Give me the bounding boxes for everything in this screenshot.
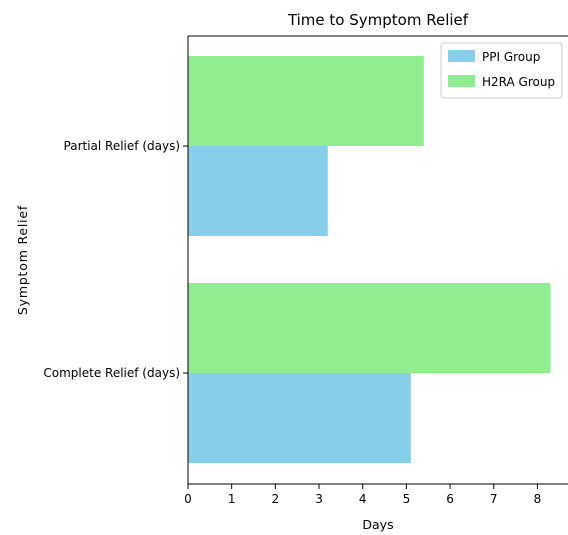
legend-label-0: PPI Group	[482, 50, 540, 64]
x-tick-label-6: 6	[446, 492, 454, 506]
x-tick-label-4: 4	[359, 492, 367, 506]
bars-layer	[188, 56, 551, 463]
bar-h2ra-0	[188, 56, 424, 146]
bar-h2ra-1	[188, 283, 551, 373]
x-tick-label-5: 5	[403, 492, 411, 506]
legend-swatch-0	[448, 50, 475, 62]
x-tick-label-1: 1	[228, 492, 236, 506]
axes-layer: 0 1 2 3 4 5 6 7 8 Partial Relief (days) Complete R…	[43, 35, 568, 506]
x-tick-label-8: 8	[534, 492, 542, 506]
x-axis-label: Days	[362, 517, 393, 532]
y-axis-label: Symptom Relief	[15, 205, 30, 315]
legend-label-1: H2RA Group	[482, 75, 555, 89]
x-tick-label-7: 7	[490, 492, 498, 506]
legend: PPI Group H2RA Group	[440, 42, 563, 99]
x-tick-label-3: 3	[315, 492, 323, 506]
y-tick-label-1: Complete Relief (days)	[43, 366, 180, 380]
legend-swatch-1	[448, 75, 475, 87]
y-tick-label-0: Partial Relief (days)	[64, 139, 180, 153]
x-tick-label-2: 2	[272, 492, 280, 506]
x-tick-label-0: 0	[184, 492, 192, 506]
chart-title: Time to Symptom Relief	[287, 11, 469, 29]
bar-ppi-0	[188, 146, 328, 236]
bar-ppi-1	[188, 373, 411, 463]
